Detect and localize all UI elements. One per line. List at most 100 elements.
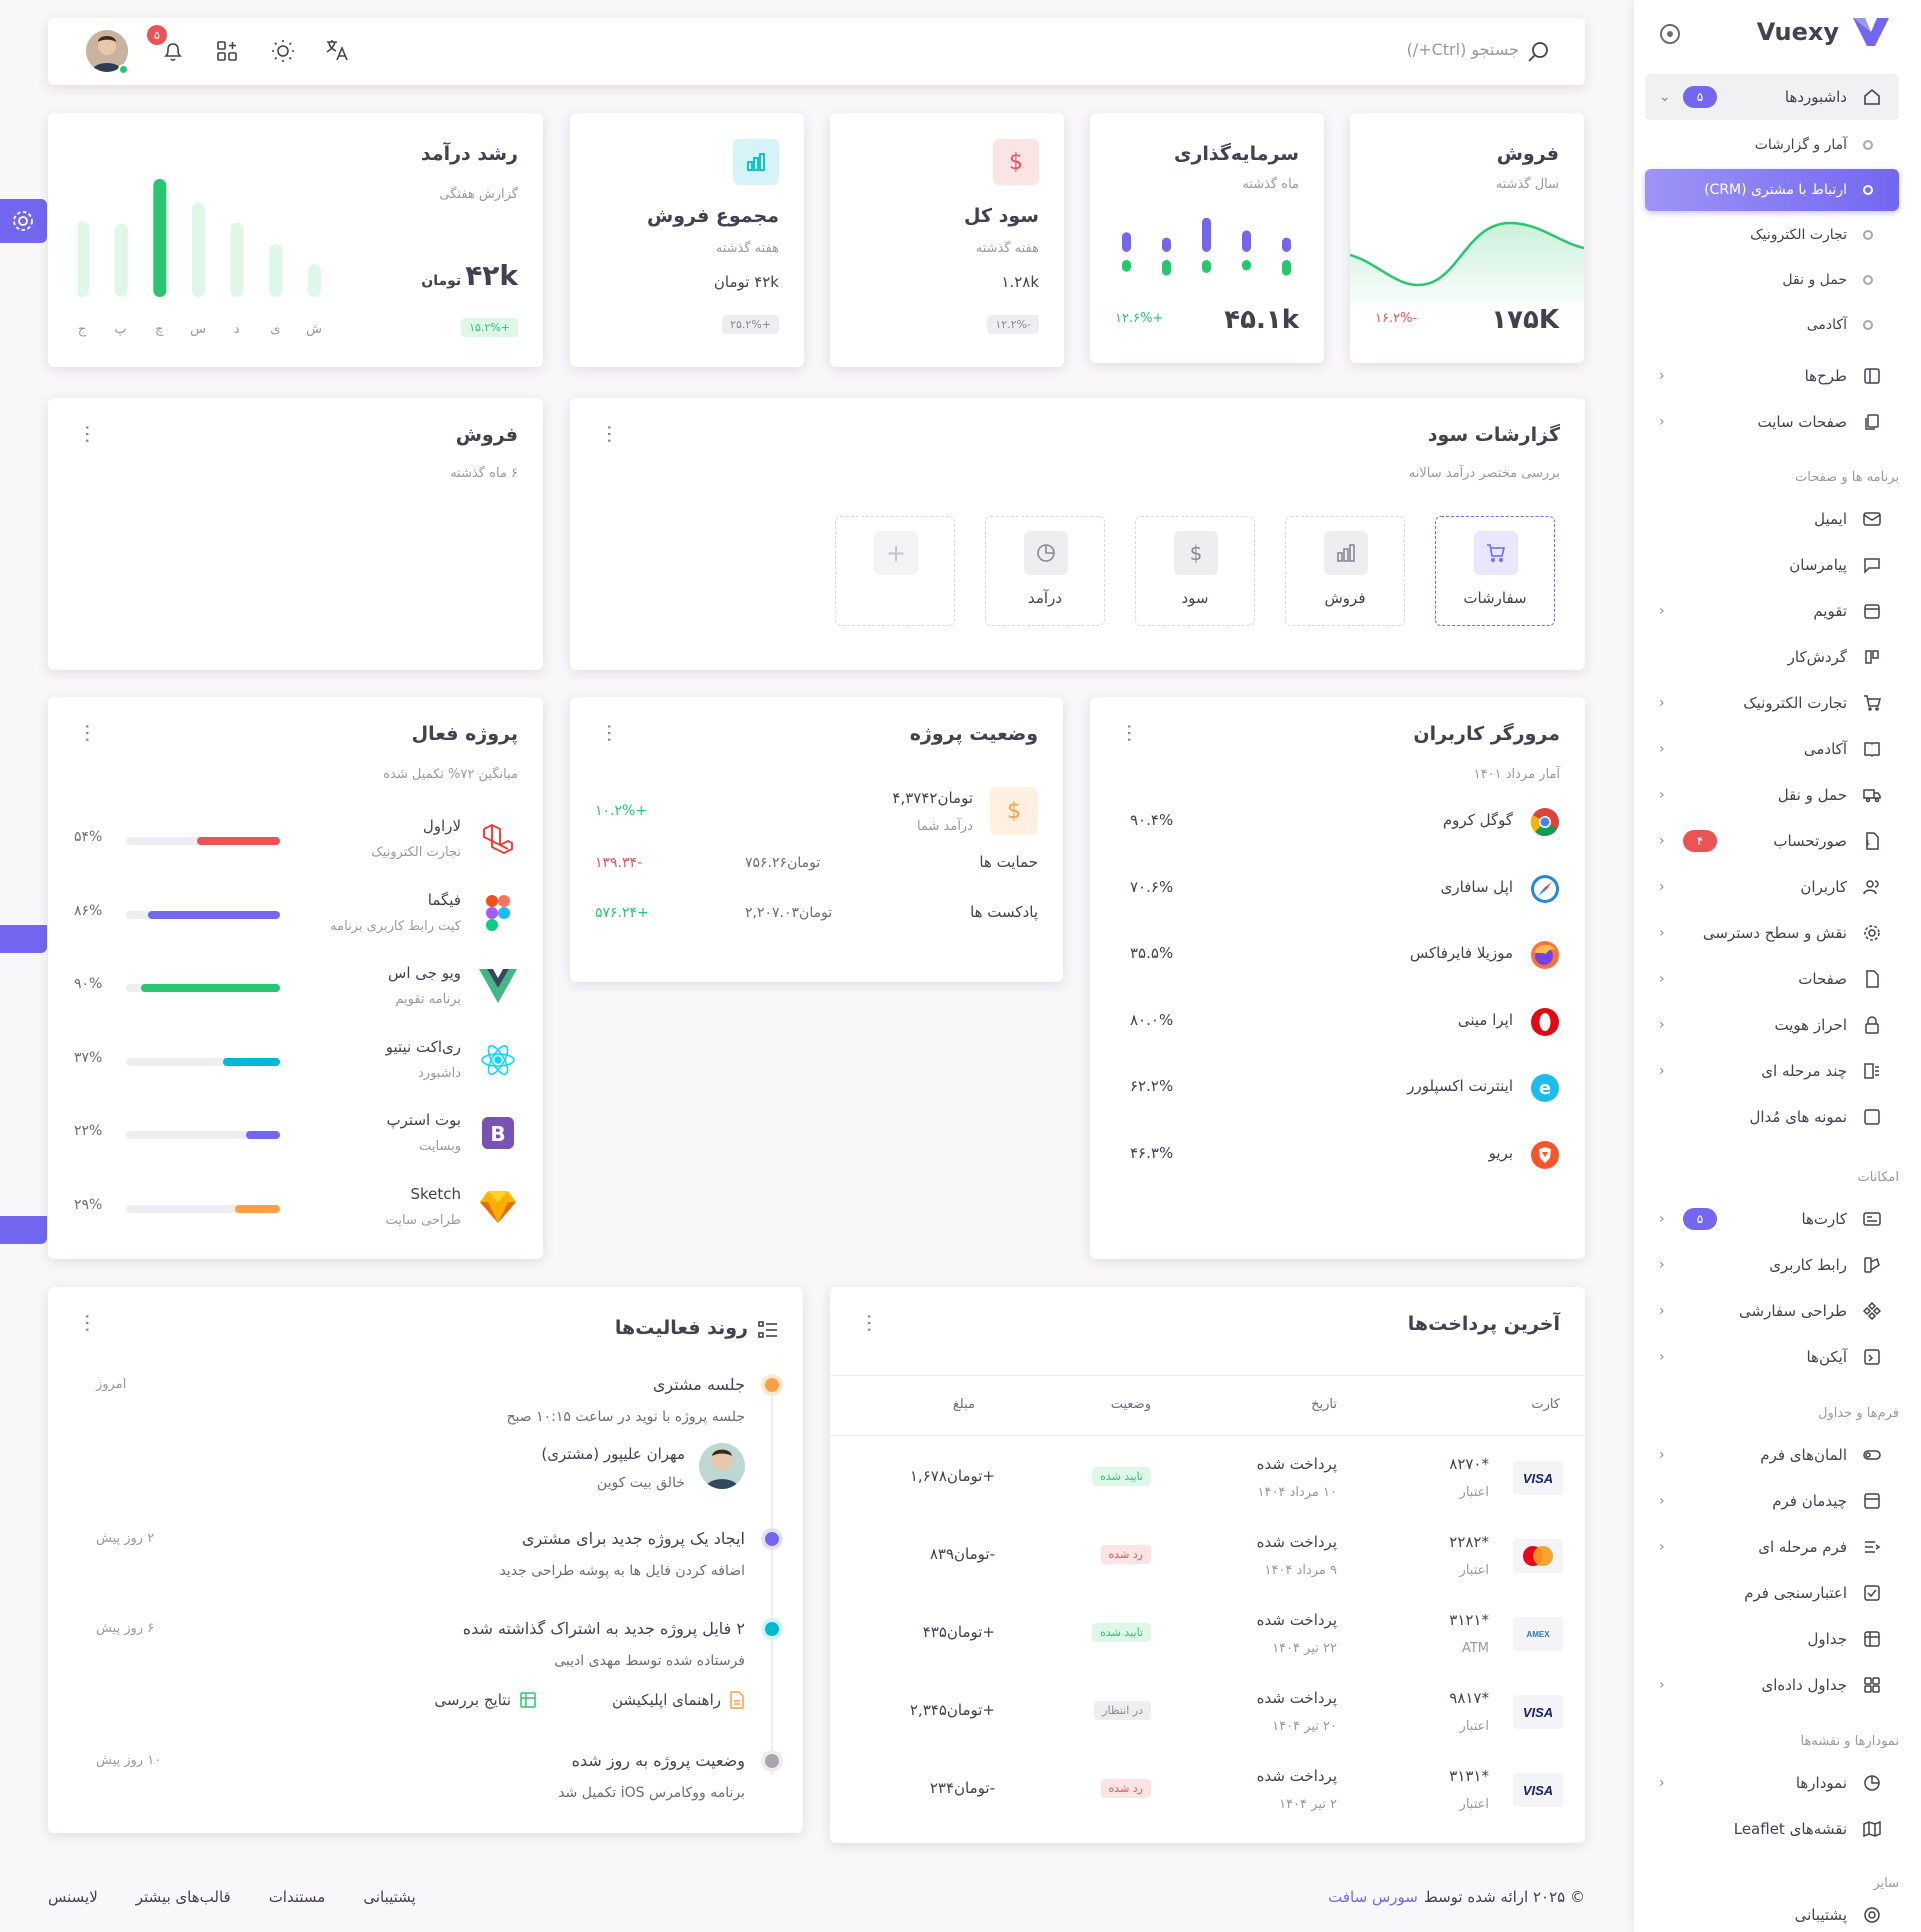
timeline-desc: برنامه ووکامرس iOS تکمیل شد [558,1785,745,1801]
card-title: مجموع فروش [647,205,779,227]
sidebar-item-extended[interactable]: طراحی سفارشی ‹ [1645,1288,1899,1334]
sidebar-toggle-icon[interactable] [1660,24,1680,44]
payment-status-badge: رد شده [1100,1779,1151,1798]
footer-link-support[interactable]: پشتیبانی [363,1888,416,1906]
chevron-left-icon: ‹ [1659,925,1665,941]
sidebar-item-label: کاربران [1800,878,1847,896]
shortcuts-icon[interactable] [214,38,240,64]
more-vertical-icon[interactable]: ⋯ [1118,723,1142,743]
sidebar-subitem-analytics[interactable]: آمار و گزارشات [1645,124,1899,166]
sidebar-item-icons[interactable]: آیکن‌ها ‹ [1645,1334,1899,1380]
project-name: لاراول [422,817,461,835]
card-subtitle: سال گذشته [1495,177,1559,192]
stat-change-badge: +۲۵.۲% [722,315,779,334]
more-vertical-icon[interactable]: ⋯ [858,1313,882,1333]
sidebar-item-wizard[interactable]: چند مرحله ای ‹ [1645,1048,1899,1094]
stat-value: ۴۵.۱k [1224,305,1299,335]
customizer-toggle[interactable] [0,199,47,243]
sidebar-item-front-pages[interactable]: صفحات سایت ‹ [1645,399,1899,445]
sidebar-item-dashboards[interactable]: داشبوردها ۵ ⌄ [1645,74,1899,120]
sidebar-subitem-ecommerce[interactable]: تجارت الکترونیک [1645,214,1899,256]
sidebar-subitem-academy[interactable]: آکادمی [1645,304,1899,346]
sidebar-item-form-wizard[interactable]: فرم مرحله ای ‹ [1645,1524,1899,1570]
tab-income[interactable]: درآمد [985,516,1105,626]
more-vertical-icon[interactable]: ⋯ [76,1313,100,1333]
footer-link-themes[interactable]: قالب‌های بیشتر [135,1888,231,1906]
attachment-table[interactable]: نتایج بررسی [434,1691,537,1709]
more-vertical-icon[interactable]: ⋯ [598,424,622,444]
translate-icon[interactable] [324,37,350,63]
card-title: سود کل [964,205,1039,227]
sidebar-item-academy[interactable]: آکادمی ‹ [1645,726,1899,772]
sidebar-item-datatables[interactable]: جداول داده‌ای ‹ [1645,1662,1899,1708]
revenue-bar [78,221,89,297]
tab-orders[interactable]: سفارشات [1435,516,1555,626]
sidebar-item-auth[interactable]: احراز هویت ‹ [1645,1002,1899,1048]
footer-link-docs[interactable]: مستندات [268,1888,326,1906]
timeline-desc: اضافه کردن فایل ها به پوشه طراحی جدید [499,1563,746,1579]
sidebar-item-logistics[interactable]: حمل و نقل ‹ [1645,772,1899,818]
tab-sales[interactable]: فروش [1285,516,1405,626]
sidebar-item-calendar[interactable]: تقویم ‹ [1645,588,1899,634]
card-subtitle: ۶ ماه گذشته [450,466,518,481]
sidebar-item-email[interactable]: ایمیل [1645,496,1899,542]
revenue-day-label: ش [306,322,322,337]
sidebar-item-label: پیامرسان [1789,556,1847,574]
sidebar-item-maps[interactable]: نقشه‌های Leaflet [1645,1806,1899,1852]
card-subtitle: گزارش هفتگی [439,187,518,202]
sidebar-item-pages[interactable]: صفحات ‹ [1645,956,1899,1002]
sidebar-item-ui[interactable]: رابط کاربری ‹ [1645,1242,1899,1288]
sidebar-item-users[interactable]: کاربران ‹ [1645,864,1899,910]
sidebar-item-support[interactable]: پشتیبانی [1645,1900,1899,1930]
sidebar-subitem-logistics[interactable]: حمل و نقل [1645,259,1899,301]
more-vertical-icon[interactable]: ⋯ [598,723,622,743]
investment-bar-bottom [1162,260,1171,276]
dollar-icon: $ [993,139,1039,185]
footer-brand-link[interactable]: سورس سافت [1328,1888,1418,1906]
circle-icon [1863,275,1873,285]
brand-name[interactable]: Vuexy [1756,18,1839,46]
more-vertical-icon[interactable]: ⋯ [76,723,100,743]
tab-profit[interactable]: $ سود [1135,516,1255,626]
bell-icon[interactable] [160,38,186,64]
chevron-left-icon: ‹ [1659,1539,1665,1555]
stat-change: +۱۲.۶% [1115,311,1164,326]
sidebar-item-kanban[interactable]: گردش‌کار [1645,634,1899,680]
timeline-desc: فرستاده شده توسط مهدی ادیبی [554,1653,745,1669]
sidebar-item-charts[interactable]: نمودارها ‹ [1645,1760,1899,1806]
sidebar-item-modals[interactable]: نمونه های مُدال [1645,1094,1899,1140]
sidebar-item-form-elements[interactable]: المان‌های فرم ‹ [1645,1432,1899,1478]
sidebar-item-label: اعتبارسنجی فرم [1744,1584,1847,1602]
cart-icon [1474,531,1518,575]
attachment-pdf[interactable]: راهنمای اپلیکیشن [612,1691,745,1709]
sidebar-item-cards[interactable]: کارت‌ها ۵ ‹ [1645,1196,1899,1242]
chevron-left-icon: ‹ [1659,1447,1665,1463]
sidebar-item-ecommerce[interactable]: تجارت الکترونیک ‹ [1645,680,1899,726]
brand-logo-icon[interactable] [1851,14,1891,54]
add-tab-button[interactable]: + [835,516,955,626]
chevron-left-icon: ‹ [1659,1257,1665,1273]
sidebar-item-invoice[interactable]: $ صورتحساب ۴ ‹ [1645,818,1899,864]
sidebar-item-tables[interactable]: جداول [1645,1616,1899,1662]
sidebar-subitem-label: آکادمی [1806,317,1847,333]
footer-link-license[interactable]: لایسنس [48,1888,98,1906]
more-vertical-icon[interactable]: ⋯ [76,424,100,444]
avatar[interactable] [86,30,128,72]
sidebar-subitem-label: تجارت الکترونیک [1750,227,1847,243]
sidebar-item-layouts[interactable]: طرح‌ها ‹ [1645,353,1899,399]
sidebar-item-form-validation[interactable]: اعتبارسنجی فرم [1645,1570,1899,1616]
card-title: فروش [455,424,518,446]
sun-icon[interactable] [270,38,296,64]
search-icon[interactable] [1527,40,1551,64]
project-progress-fill [147,910,280,919]
sidebar-item-form-layouts[interactable]: چیدمان فرم ‹ [1645,1478,1899,1524]
sidebar-subitem-crm[interactable]: ارتباط با مشتری (CRM) [1645,169,1899,211]
chevron-left-icon: ‹ [1659,368,1665,384]
brand-icon [1861,1346,1883,1368]
payment-date-title: پرداخت شده [1256,1611,1337,1629]
sidebar-item-roles[interactable]: نقش و سطح دسترسی ‹ [1645,910,1899,956]
search-input[interactable]: جستجو (Ctrl+/) [1406,40,1519,59]
sidebar-item-chat[interactable]: پیامرسان [1645,542,1899,588]
amex-card-icon: AMEX [1513,1617,1563,1651]
project-progress-fill [141,984,280,992]
